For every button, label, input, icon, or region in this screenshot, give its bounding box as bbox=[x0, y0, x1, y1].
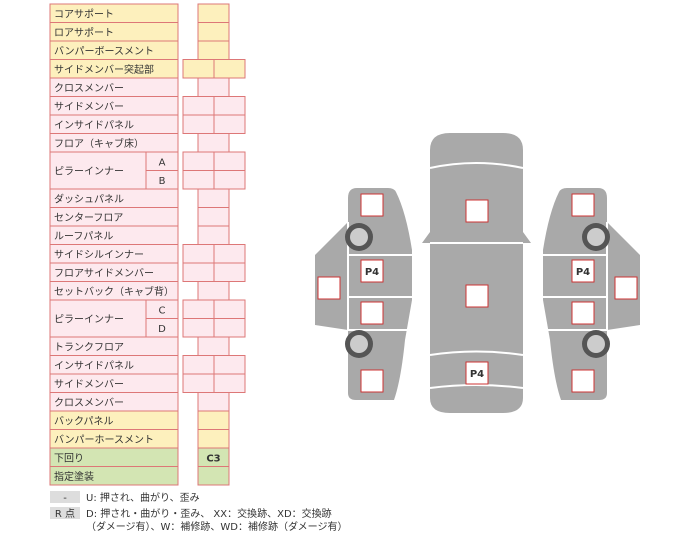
damage-mark: P4 bbox=[576, 267, 590, 278]
row-label: ピラーインナー bbox=[54, 314, 124, 326]
check-box bbox=[197, 429, 230, 449]
damage-box bbox=[360, 259, 384, 283]
damage-box bbox=[465, 284, 489, 308]
damage-box bbox=[360, 369, 384, 393]
row-label: バックパネル bbox=[54, 415, 114, 427]
check-box bbox=[197, 188, 230, 208]
sub-label: D bbox=[158, 324, 166, 335]
check-box bbox=[213, 244, 246, 264]
row-label: バンパーボースメント bbox=[54, 45, 154, 57]
check-box bbox=[213, 373, 246, 393]
sub-label: A bbox=[159, 157, 166, 168]
row-label: コアサポート bbox=[54, 8, 114, 20]
damage-box bbox=[571, 301, 595, 325]
check-box bbox=[213, 355, 246, 375]
check-box bbox=[213, 170, 246, 190]
row-label: トランクフロア bbox=[54, 341, 124, 353]
check-box bbox=[182, 96, 215, 116]
row-label: クロスメンバー bbox=[54, 397, 124, 409]
car-diagram bbox=[315, 133, 641, 413]
check-box bbox=[197, 281, 230, 301]
row-label: バンパーホースメント bbox=[54, 434, 154, 446]
check-box bbox=[197, 133, 230, 153]
car-side bbox=[315, 188, 412, 400]
damage-box bbox=[571, 259, 595, 283]
row-mark: C3 bbox=[206, 453, 220, 464]
row-label-cell bbox=[49, 466, 179, 486]
check-box bbox=[213, 114, 246, 134]
legend-text: （ダメージ有）、W：補修跡、WD：補修跡（ダメージ有） bbox=[86, 520, 347, 533]
row-label: サイドメンバー bbox=[54, 378, 124, 390]
row-label: フロアサイドメンバー bbox=[54, 267, 154, 279]
check-box bbox=[182, 318, 215, 338]
row-label: ルーフパネル bbox=[54, 230, 113, 242]
legend-key-box bbox=[50, 491, 80, 503]
row-label: 指定塗装 bbox=[54, 470, 94, 483]
check-box bbox=[197, 40, 230, 60]
row-label: クロスメンバー bbox=[54, 82, 124, 94]
check-box bbox=[213, 59, 246, 79]
row-label: インサイドパネル bbox=[54, 119, 134, 131]
row-label: ピラーインナー bbox=[54, 166, 124, 178]
row-label: インサイドパネル bbox=[54, 360, 134, 372]
legend-text: D: 押され・曲がり・歪み、 XX：交換跡、XD：交換跡 bbox=[86, 507, 332, 520]
check-box bbox=[213, 299, 246, 319]
row-label: センターフロア bbox=[54, 212, 123, 224]
sub-label: C bbox=[159, 305, 166, 316]
check-box bbox=[213, 96, 246, 116]
sub-label: B bbox=[159, 176, 166, 187]
check-box bbox=[213, 318, 246, 338]
check-box bbox=[197, 3, 230, 23]
damage-box bbox=[614, 276, 638, 300]
legend-key-box bbox=[50, 507, 80, 519]
check-box bbox=[213, 262, 246, 282]
check-box bbox=[182, 244, 215, 264]
row-label: サイドシルインナー bbox=[54, 249, 144, 261]
damage-mark: P4 bbox=[470, 369, 484, 380]
row-label: サイドメンバー突起部 bbox=[54, 63, 154, 76]
damage-box bbox=[465, 361, 489, 385]
check-box bbox=[213, 151, 246, 171]
legend-key: R 点 bbox=[55, 508, 75, 520]
check-box bbox=[182, 355, 215, 375]
damage-mark: P4 bbox=[365, 267, 379, 278]
check-box bbox=[182, 373, 215, 393]
check-box bbox=[197, 22, 230, 42]
row-label: サイドメンバー bbox=[54, 101, 124, 113]
check-box bbox=[197, 77, 230, 97]
check-box bbox=[197, 392, 230, 412]
row-label: フロア（キャブ床） bbox=[54, 137, 144, 150]
damage-box bbox=[360, 193, 384, 217]
check-box bbox=[197, 225, 230, 245]
row-label: 下回り bbox=[54, 452, 84, 464]
damage-box bbox=[465, 199, 489, 223]
check-box bbox=[197, 336, 230, 356]
check-box bbox=[182, 59, 215, 79]
check-box bbox=[182, 151, 215, 171]
damage-box bbox=[571, 369, 595, 393]
row-label: ロアサポート bbox=[54, 27, 114, 39]
legend-text: U: 押され、曲がり、歪み bbox=[86, 491, 200, 504]
check-box bbox=[182, 170, 215, 190]
check-box bbox=[182, 299, 215, 319]
check-box bbox=[197, 466, 230, 486]
check-box bbox=[197, 207, 230, 227]
check-box bbox=[182, 262, 215, 282]
row-label: ダッシュパネル bbox=[54, 192, 124, 205]
legend-key: - bbox=[63, 493, 67, 504]
row-label: セットバック（キャブ背） bbox=[54, 285, 174, 298]
check-box bbox=[182, 114, 215, 134]
check-box bbox=[197, 410, 230, 430]
damage-box bbox=[360, 301, 384, 325]
damage-box bbox=[317, 276, 341, 300]
damage-box bbox=[571, 193, 595, 217]
